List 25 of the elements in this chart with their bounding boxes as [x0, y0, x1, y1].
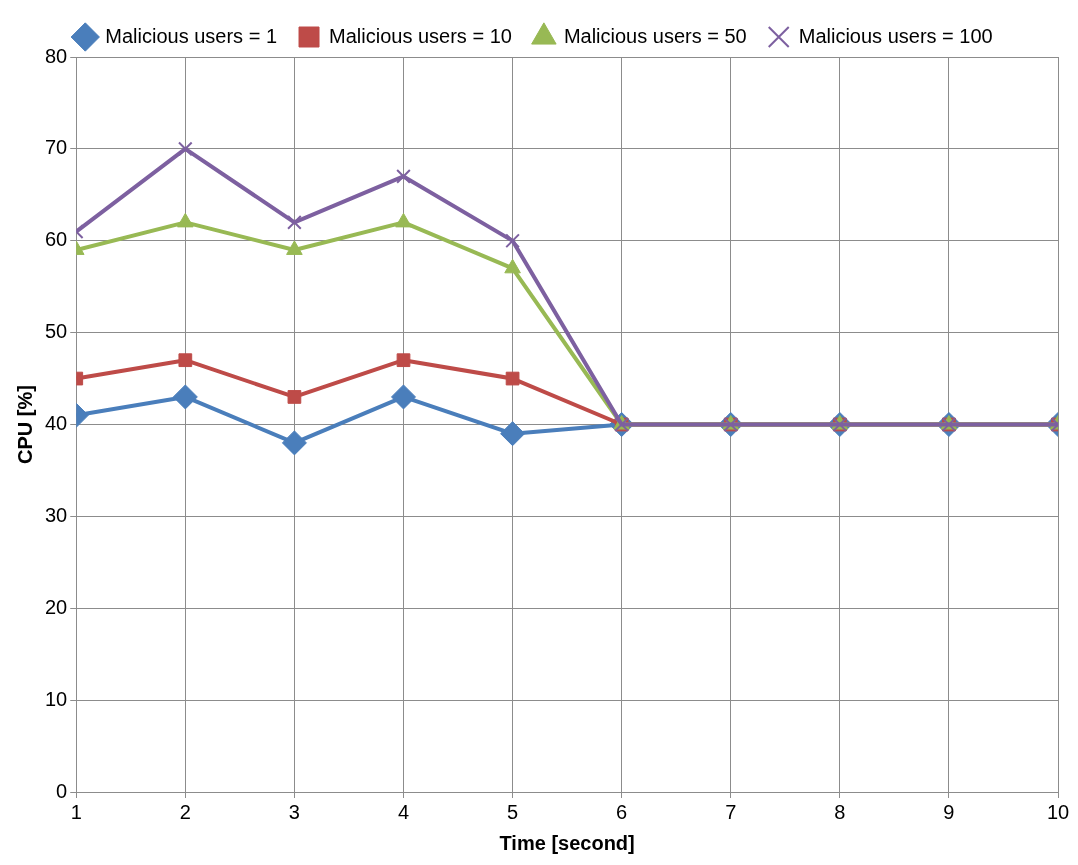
x-tick-label: 1 — [70, 800, 82, 823]
y-tick-label: 0 — [56, 779, 68, 802]
y-tick-label: 60 — [45, 228, 68, 251]
x-tick-label: 10 — [1046, 800, 1070, 823]
x-tick-label: 8 — [834, 800, 846, 823]
y-tick-label: 10 — [45, 687, 68, 710]
y-tick-label: 20 — [45, 595, 68, 618]
legend-label: Malicious users = 1 — [105, 24, 278, 47]
x-tick-label: 3 — [288, 800, 300, 823]
legend-label: Malicious users = 100 — [798, 24, 993, 47]
x-tick-label: 2 — [179, 800, 191, 823]
y-tick-label: 80 — [45, 44, 68, 67]
x-axis-title: Time [second] — [499, 831, 635, 854]
x-tick-label: 5 — [507, 800, 519, 823]
y-tick-label: 40 — [45, 412, 68, 435]
x-tick-label: 9 — [943, 800, 955, 823]
y-tick-label: 30 — [45, 503, 68, 526]
legend-label: Malicious users = 50 — [563, 24, 747, 47]
x-tick-label: 4 — [397, 800, 410, 823]
x-tick-label: 6 — [616, 800, 628, 823]
y-tick-label: 50 — [45, 320, 68, 343]
y-tick-label: 70 — [45, 136, 68, 159]
y-axis-title: CPU [%] — [13, 385, 36, 464]
legend-label: Malicious users = 10 — [329, 24, 512, 47]
x-tick-label: 7 — [725, 800, 737, 823]
